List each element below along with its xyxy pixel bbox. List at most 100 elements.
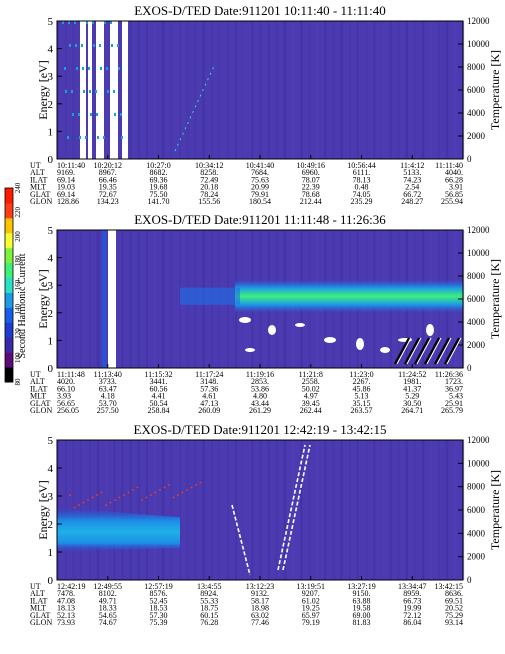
speckle xyxy=(117,44,119,47)
table-cell: 11:23:0 xyxy=(349,370,373,379)
table-cell: 20.52 xyxy=(445,604,463,613)
dot xyxy=(91,496,94,499)
dot xyxy=(154,491,157,494)
table-cell: 4040. xyxy=(445,168,463,177)
y2-tick-label: 12000 xyxy=(467,16,490,26)
table-cell: 10:27:0 xyxy=(146,161,170,170)
colorbar-tick-label: 140 xyxy=(14,304,22,315)
table-row-label: GLON xyxy=(30,618,52,627)
table-cell: 8924. xyxy=(200,589,218,598)
table-cell: 2853. xyxy=(251,377,269,386)
panel-title: EXOS-D/TED Date:911201 11:11:48 - 11:26:… xyxy=(134,212,386,227)
dot xyxy=(73,506,76,509)
colorbar-ticks: 240 220 200 180 160 140 120 100 80 xyxy=(14,182,22,385)
panels: EXOS-D/TED Date:911201 10:11:40 - 11:11:… xyxy=(30,3,502,627)
speckle xyxy=(118,67,120,70)
table-cell: 257.50 xyxy=(97,406,119,415)
speckle xyxy=(74,21,76,24)
speckle xyxy=(85,136,87,139)
table-cell: 10:41:40 xyxy=(246,161,274,170)
table-cell: 12:49:55 xyxy=(94,582,122,591)
table-cell: 255.94 xyxy=(441,197,463,206)
table-cell: 69.36 xyxy=(150,175,168,184)
speckle xyxy=(121,136,123,139)
table-cell: 10:11:40 xyxy=(57,161,85,170)
y-tick-label: 0 xyxy=(48,363,54,375)
table-cell: 13:19:51 xyxy=(297,582,325,591)
y2-tick-label: 10000 xyxy=(467,248,490,258)
colorbar-tick-label: 120 xyxy=(14,328,22,339)
y-tick-label: 0 xyxy=(48,154,54,166)
contour-blob xyxy=(268,325,276,335)
table-cell: 11:26:36 xyxy=(435,370,463,379)
table-cell: 72.67 xyxy=(99,190,117,199)
table-cell: 13:42:15 xyxy=(435,582,463,591)
table-cell: 66.72 xyxy=(403,190,421,199)
table-cell: 73.93 xyxy=(57,618,75,627)
table-cell: 63.47 xyxy=(99,384,117,393)
table-cell: 72.49 xyxy=(200,175,218,184)
table-cell: 18.53 xyxy=(150,604,168,613)
contour-blob xyxy=(426,324,434,336)
table-cell: 66.28 xyxy=(445,175,463,184)
table-cell: 7478. xyxy=(57,589,75,598)
table-row-label: MLT xyxy=(30,604,46,613)
table-cell: 18.13 xyxy=(57,604,75,613)
table-cell: 11:13:40 xyxy=(94,370,122,379)
table-cell: 8959. xyxy=(403,589,421,598)
table-cell: 25.91 xyxy=(445,399,463,408)
table-cell: 258.84 xyxy=(148,406,170,415)
y-tick-label: 4 xyxy=(48,44,54,56)
table-cell: 11:11:48 xyxy=(57,370,85,379)
speckle xyxy=(100,67,102,70)
speckle xyxy=(78,113,80,116)
table-cell: 19.25 xyxy=(302,604,320,613)
table-cell: 74.05 xyxy=(353,190,371,199)
table-cell: 180.54 xyxy=(249,197,271,206)
table-cell: 52.13 xyxy=(57,611,75,620)
speckle xyxy=(83,90,85,93)
speckle xyxy=(114,113,116,116)
colorbar-tick-label: 80 xyxy=(14,378,22,386)
y2-tick-label: 10000 xyxy=(467,458,490,468)
table-cell: 8102. xyxy=(99,589,117,598)
colorbar-cell xyxy=(5,262,13,279)
panel-title: EXOS-D/TED Date:911201 10:11:40 - 11:11:… xyxy=(134,3,386,18)
colorbar-cell xyxy=(5,322,13,338)
dot xyxy=(150,494,152,496)
table-cell: 78.24 xyxy=(200,190,218,199)
speckle xyxy=(96,113,98,116)
speckle xyxy=(67,136,69,139)
y-tick-label: 0 xyxy=(48,575,54,587)
table-cell: 53.86 xyxy=(251,384,269,393)
table-row-label: ALT xyxy=(30,168,45,177)
table-cell: 260.09 xyxy=(198,406,220,415)
dot xyxy=(181,491,184,494)
table-cell: 41.37 xyxy=(403,384,421,393)
table-cell: 4.18 xyxy=(101,392,115,401)
table-row-label: ILAT xyxy=(30,596,47,605)
panel-3: EXOS-D/TED Date:911201 12:42:19 - 13:42:… xyxy=(30,422,502,627)
table-cell: 69.14 xyxy=(57,175,75,184)
table-row-label: GLAT xyxy=(30,611,51,620)
speckle xyxy=(65,90,67,93)
table-cell: 18.75 xyxy=(200,604,218,613)
contour-blob xyxy=(324,337,336,343)
table-cell: 3.93 xyxy=(57,392,71,401)
table-cell: 1723. xyxy=(445,377,463,386)
table-cell: 10:34:12 xyxy=(195,161,223,170)
contour-blob xyxy=(380,347,390,353)
speckle xyxy=(81,44,83,47)
table-cell: 78.68 xyxy=(302,190,320,199)
table-cell: 20.18 xyxy=(200,183,218,192)
colorbar-cell xyxy=(5,277,13,293)
y-tick-label: 3 xyxy=(48,491,54,503)
dot xyxy=(87,499,89,501)
y2-tick-label: 0 xyxy=(467,154,472,164)
speckle xyxy=(107,90,109,93)
table-cell: 63.88 xyxy=(353,596,371,605)
table-cell: 2.54 xyxy=(405,183,419,192)
table-cell: 57.30 xyxy=(150,611,168,620)
speckle xyxy=(89,90,91,93)
table-cell: 8258. xyxy=(200,168,218,177)
